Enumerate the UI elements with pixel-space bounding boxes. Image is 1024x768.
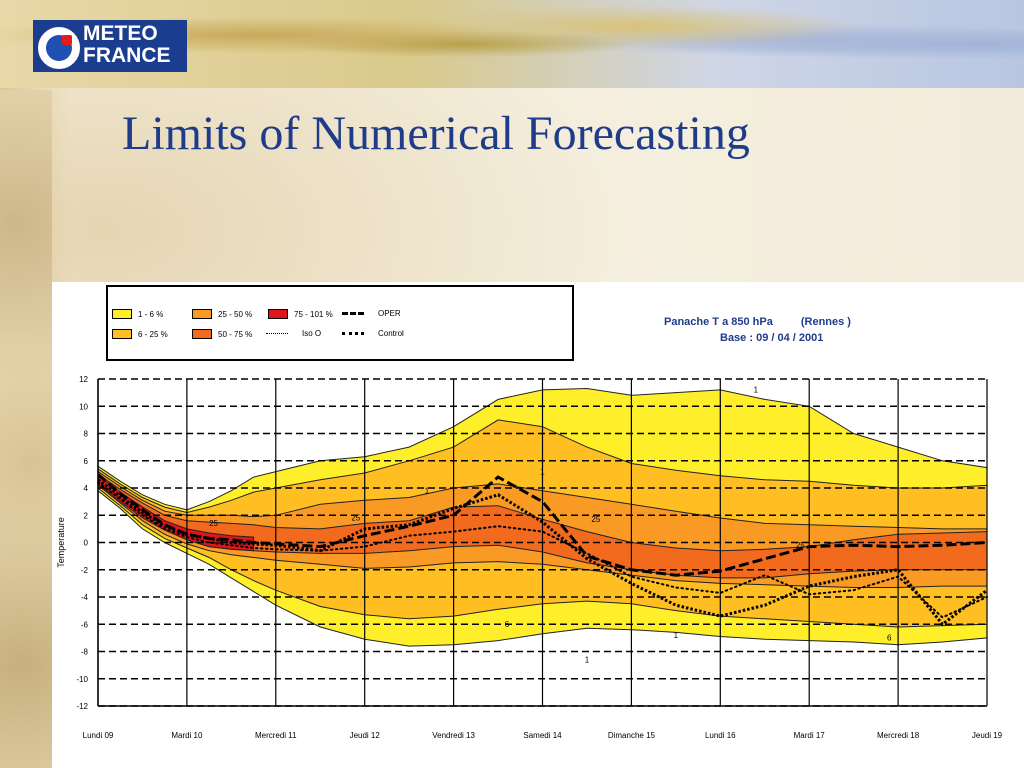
logo-red-mark [62,35,72,45]
legend-label: 25 - 50 % [218,309,253,319]
y-tick-label: -2 [81,566,89,575]
decorative-left-border [0,90,52,768]
legend-item: Control [342,329,404,338]
contour-label: 1 [425,486,430,495]
contour-label: 1 [585,655,590,664]
legend-label: 6 - 25 % [138,329,168,339]
x-tick-label: Lundi 16 [705,731,736,740]
legend-label: 50 - 75 % [218,329,253,339]
y-tick-label: -4 [81,593,89,602]
legend-swatch [112,309,132,319]
legend-swatch [192,329,212,339]
legend-swatch [112,329,132,339]
legend-label: 75 - 101 % [294,309,333,319]
logo-line-1: METEO [83,22,158,45]
y-tick-label: -12 [76,702,88,711]
legend-label: Control [378,329,404,338]
contour-label: 1 [674,631,679,640]
chart-title-main: Panache T a 850 hPa [664,316,773,328]
legend-line-swatch [342,332,364,335]
chart-panel: 12 10 8 6 4 2 0 -2 -4 -6 -8 -10 -12 Lundi 09 Mardi 10 M… [52,282,1024,768]
contour-label: 6 [887,634,892,643]
legend-item: 1 - 6 % [112,309,163,319]
x-tick-label: Mardi 10 [171,731,203,740]
contour-label: 25 [209,519,218,528]
ensemble-plume-chart: 12 10 8 6 4 2 0 -2 -4 -6 -8 -10 -12 Lundi 09 Mardi 10 M… [56,375,1003,740]
legend-swatch [268,309,288,319]
y-tick-label: -8 [81,648,89,657]
logo-line-2: FRANCE [83,44,171,67]
x-tick-label: Dimanche 15 [608,731,656,740]
x-tick-label: Mardi 17 [794,731,826,740]
legend-line-swatch [266,333,288,334]
x-tick-label: Lundi 09 [83,731,114,740]
y-tick-label: 12 [79,375,88,384]
logo-text: METEO FRANCE [83,23,171,67]
legend-item: 25 - 50 % [192,309,252,319]
y-tick-label: -10 [76,675,88,684]
legend-line-swatch [342,312,364,315]
legend-swatch [192,309,212,319]
contour-label: 1 [540,467,545,476]
y-tick-label: 10 [79,402,88,411]
legend-label: OPER [378,309,401,318]
legend-item: Iso O [266,329,321,338]
x-tick-label: Jeudi 19 [972,731,1003,740]
legend-label: 1 - 6 % [138,309,164,319]
x-tick-label: Mercredi 18 [877,731,920,740]
contour-label: 6 [505,620,510,629]
y-axis-label: Temperature [56,517,66,568]
y-tick-label: 6 [84,457,89,466]
x-tick-label: Mercredi 11 [255,731,297,740]
chart-title: Panache T a 850 hPa (Rennes ) Base : 09 … [664,314,964,346]
legend-item: 75 - 101 % [268,309,333,319]
band-area [97,474,255,552]
chart-title-location: (Rennes ) [800,316,851,328]
legend-label: Iso O [302,329,322,338]
y-tick-label: 4 [84,484,89,493]
contour-label: 1 [754,386,759,395]
contour-label: 25 [796,541,805,550]
chart-subtitle: Base : 09 / 04 / 2001 [720,332,824,344]
slide-title: Limits of Numerical Forecasting [122,107,750,160]
series-line [97,478,988,627]
x-tick-label: Vendredi 13 [432,731,475,740]
y-tick-label: 0 [84,539,89,548]
y-tick-label: -6 [81,620,89,629]
logo-globe-icon [38,27,80,69]
meteo-france-logo: METEO FRANCE [33,20,187,72]
contour-label: 25 [351,514,360,523]
legend-item: OPER [342,309,401,318]
legend-item: 6 - 25 % [112,329,168,339]
legend-item: 50 - 75 % [192,329,252,339]
x-tick-label: Jeudi 12 [350,731,381,740]
chart-legend: 1 - 6 % 6 - 25 % 25 - 50 % 50 - 75 % 75 … [106,285,574,361]
y-tick-label: 2 [84,511,89,520]
x-tick-label: Samedi 14 [523,731,562,740]
y-tick-label: 8 [84,430,89,439]
series-line [97,481,988,619]
contour-label: 25 [591,515,600,524]
